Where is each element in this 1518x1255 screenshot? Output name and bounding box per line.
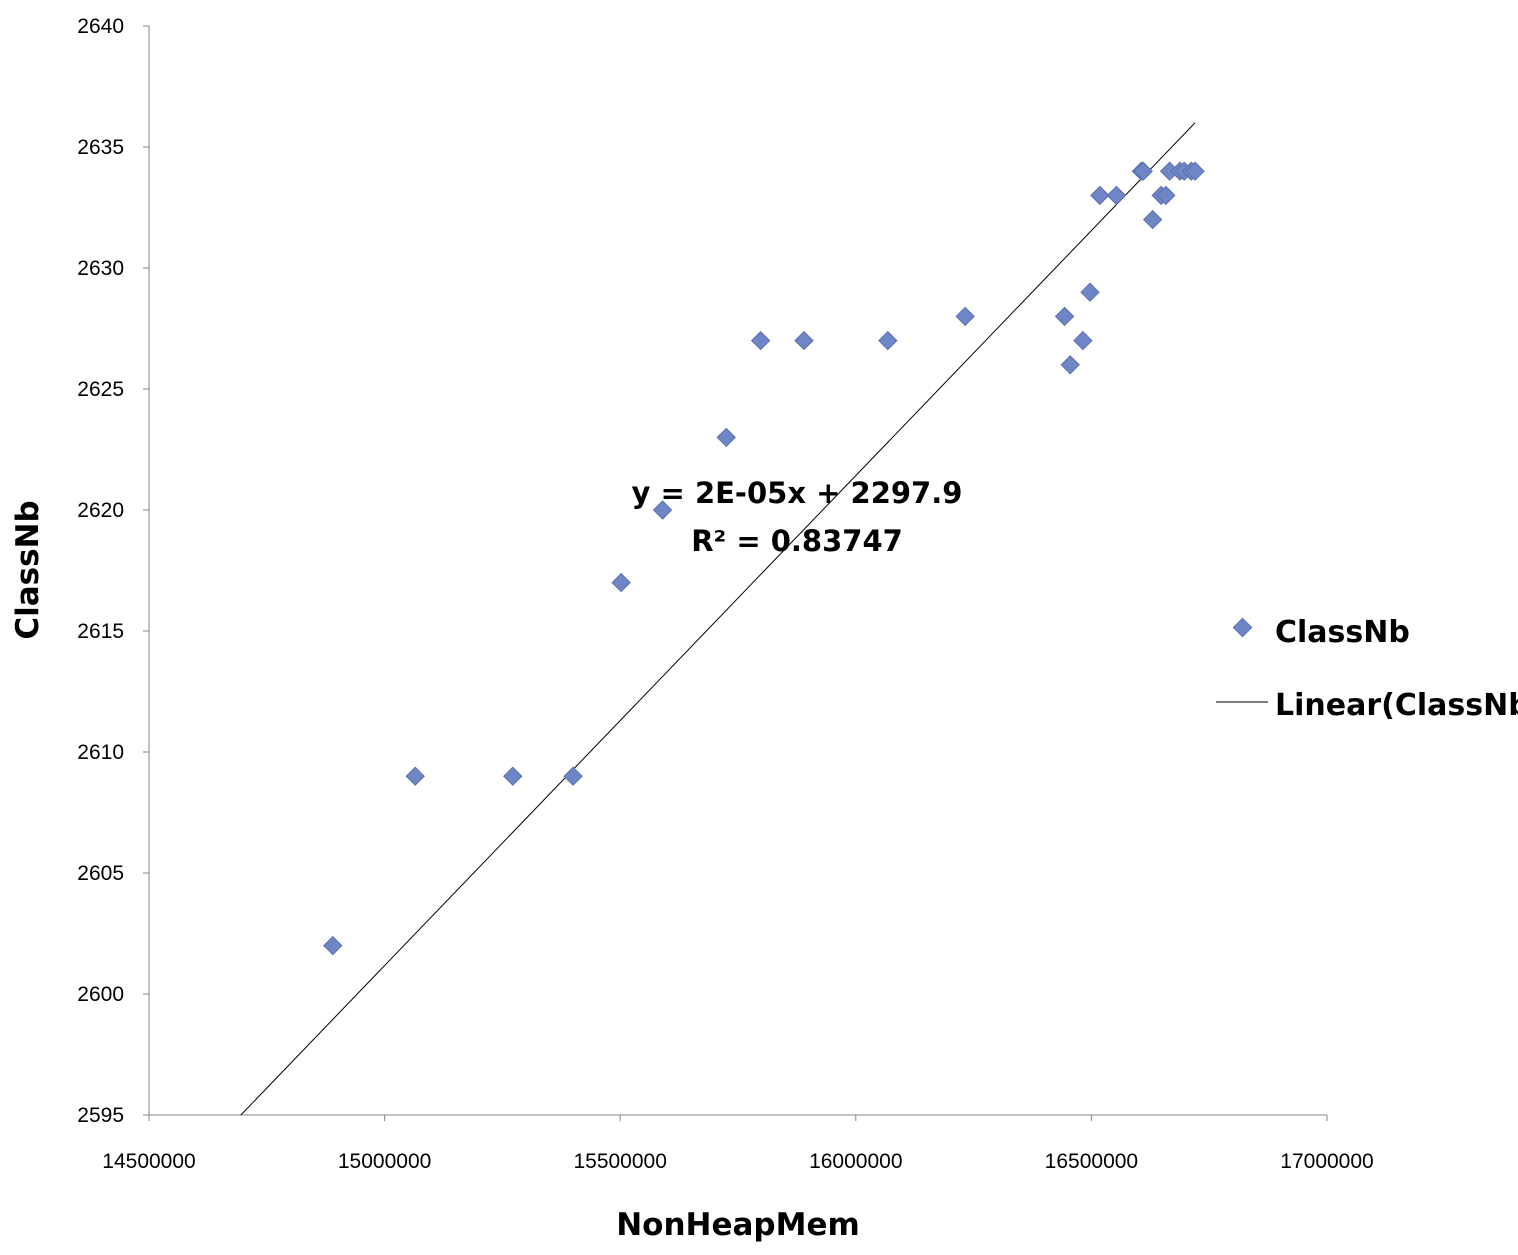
legend-label-linear: Linear(ClassNb) [1275, 688, 1518, 723]
y-tick-label: 2620 [77, 499, 124, 522]
y-tick-label: 2615 [77, 620, 124, 643]
y-tick-label: 2635 [77, 136, 124, 159]
x-tick-label: 15000000 [338, 1150, 431, 1173]
x-tick-label: 15500000 [573, 1150, 666, 1173]
y-tick-label: 2640 [77, 15, 124, 38]
legend-label-classnb: ClassNb [1275, 615, 1410, 650]
data-point [1106, 185, 1127, 206]
data-point [1054, 306, 1075, 327]
y-tick-label: 2610 [77, 741, 124, 764]
data-point [503, 766, 523, 786]
y-axis-ticks: 2595 2600 2605 2610 2615 2620 2625 2630 2635 2640 [77, 15, 149, 1127]
data-point [323, 935, 343, 956]
trendline-r-squared: R² = 0.83747 [691, 524, 903, 558]
data-point [1090, 185, 1110, 206]
legend: ClassNb Linear(ClassNb) [1216, 615, 1518, 723]
data-point [611, 572, 631, 593]
data-point [1133, 161, 1153, 181]
trendline-equation: y = 2E-05x + 2297.9 [632, 476, 963, 510]
x-tick-label: 14500000 [102, 1150, 195, 1173]
y-tick-label: 2625 [77, 378, 124, 401]
y-tick-label: 2630 [77, 257, 124, 280]
data-point [794, 330, 814, 351]
data-point [1060, 355, 1080, 375]
axes [148, 26, 1327, 1116]
data-point [405, 766, 425, 786]
data-point [716, 427, 736, 448]
data-point [652, 500, 673, 520]
data-point [1080, 282, 1100, 302]
y-axis-title: ClassNb [10, 500, 46, 639]
y-tick-label: 2595 [77, 1104, 124, 1127]
x-tick-label: 16500000 [1045, 1150, 1138, 1173]
data-point [1156, 185, 1176, 206]
data-point [563, 766, 583, 786]
x-axis-ticks: 14500000 15000000 15500000 16000000 16500000… [102, 1115, 1374, 1173]
data-point [1073, 330, 1093, 351]
x-tick-label: 17000000 [1280, 1150, 1373, 1173]
x-axis-title: NonHeapMem [616, 1207, 860, 1243]
trendline-group [240, 122, 1196, 1116]
data-point [1185, 161, 1205, 181]
legend-marker-classnb [1232, 617, 1253, 638]
y-tick-label: 2605 [77, 862, 124, 885]
y-tick-label: 2600 [77, 983, 124, 1006]
data-point [955, 306, 975, 327]
data-point [1142, 209, 1163, 230]
x-tick-label: 16000000 [809, 1150, 902, 1173]
trendline [240, 122, 1196, 1116]
data-point [750, 330, 771, 351]
data-points [323, 161, 1205, 956]
data-point [878, 330, 898, 351]
